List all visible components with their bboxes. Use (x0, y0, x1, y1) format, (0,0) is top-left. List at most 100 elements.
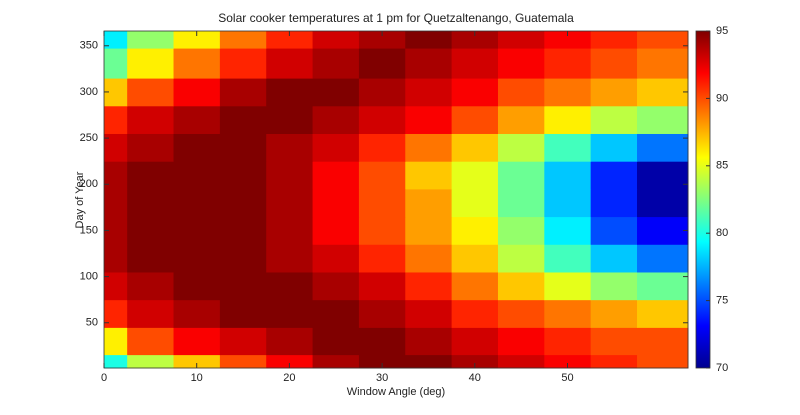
contour-cell (127, 48, 175, 79)
contour-cell (497, 78, 545, 107)
contour-cell (104, 327, 128, 356)
contour-cell (312, 48, 360, 79)
contour-cell (590, 133, 638, 162)
contour-cell (637, 299, 689, 328)
contour-cell (127, 271, 175, 301)
x-tick-label: 40 (469, 372, 481, 384)
contour-cell (544, 271, 592, 301)
contour-cell (266, 271, 314, 301)
contour-cell (544, 31, 592, 49)
contour-cell (590, 78, 638, 107)
contour-cell (219, 327, 267, 356)
contour-cell (497, 188, 545, 218)
contour-cell (358, 299, 406, 328)
colorbar-tick-label: 75 (716, 295, 728, 307)
contour-cell (497, 271, 545, 301)
contour-cell (451, 78, 499, 107)
contour-cell (266, 161, 314, 190)
contour-cell (451, 299, 499, 328)
x-tick-label: 10 (191, 372, 203, 384)
contour-cell (544, 299, 592, 328)
contour-cell (358, 354, 406, 369)
contour-cell (405, 31, 453, 49)
contour-cell (312, 31, 360, 49)
contour-cell (637, 48, 689, 79)
contour-cell (405, 78, 453, 107)
contour-cell (173, 271, 221, 301)
contour-cell (358, 161, 406, 190)
contour-cell (637, 354, 689, 369)
y-tick-label: 150 (80, 224, 98, 236)
contour-cell (544, 354, 592, 369)
contour-cell (590, 327, 638, 356)
contour-cell (104, 271, 128, 301)
contour-cell (590, 299, 638, 328)
contour-cell (590, 31, 638, 49)
contour-cell (544, 161, 592, 190)
contour-cell (405, 299, 453, 328)
contour-cell (590, 188, 638, 218)
contour-cell (219, 354, 267, 369)
contour-cell (637, 327, 689, 356)
contour-cell (266, 354, 314, 369)
contour-cell (127, 244, 175, 273)
contour-cell (127, 31, 175, 49)
x-tick-label: 0 (101, 372, 107, 384)
contour-cell (127, 354, 175, 369)
contour-cell (173, 31, 221, 49)
contour-cell (358, 48, 406, 79)
contour-cell (104, 354, 128, 369)
contour-cell (104, 299, 128, 328)
contour-cell (266, 78, 314, 107)
contour-cell (451, 31, 499, 49)
colorbar-tick-label: 70 (716, 362, 728, 374)
contour-cell (173, 299, 221, 328)
contour-cell (590, 244, 638, 273)
contour-cell (266, 31, 314, 49)
contour-cell (358, 78, 406, 107)
contour-cell (219, 161, 267, 190)
contour-cell (219, 299, 267, 328)
contour-cell (637, 161, 689, 190)
x-tick-label: 20 (283, 372, 295, 384)
x-tick-label: 50 (561, 372, 573, 384)
y-tick-label: 200 (80, 178, 98, 190)
contour-cell (637, 133, 689, 162)
contour-cell (497, 299, 545, 328)
contour-cell (405, 354, 453, 369)
contour-cell (451, 354, 499, 369)
contour-cell (451, 48, 499, 79)
contour-cell (219, 216, 267, 245)
contour-cell (544, 244, 592, 273)
contour-cell (173, 133, 221, 162)
y-tick-label: 300 (80, 86, 98, 98)
contour-cell (104, 31, 128, 49)
contour-cell (590, 354, 638, 369)
contour-cell (312, 244, 360, 273)
x-tick-label: 30 (376, 372, 388, 384)
contour-cell (127, 78, 175, 107)
contour-cell (312, 78, 360, 107)
contour-cell (266, 105, 314, 134)
contour-cell (266, 299, 314, 328)
contour-cell (637, 31, 689, 49)
contour-cell (358, 105, 406, 134)
contour-cell (127, 133, 175, 162)
contour-cell (497, 31, 545, 49)
contour-cell (127, 327, 175, 356)
contour-cell (312, 299, 360, 328)
contour-cell (405, 161, 453, 190)
contour-cell (127, 216, 175, 245)
contour-cell (497, 161, 545, 190)
contour-cell (173, 188, 221, 218)
contour-cell (451, 188, 499, 218)
contour-cell (312, 354, 360, 369)
contour-cell (637, 244, 689, 273)
contour-cell (266, 48, 314, 79)
plot-frame (103, 30, 689, 369)
contour-cell (266, 216, 314, 245)
contour-cell (451, 161, 499, 190)
contour-cell (173, 78, 221, 107)
colorbar-tick-label: 80 (716, 227, 728, 239)
colorbar (695, 30, 711, 369)
